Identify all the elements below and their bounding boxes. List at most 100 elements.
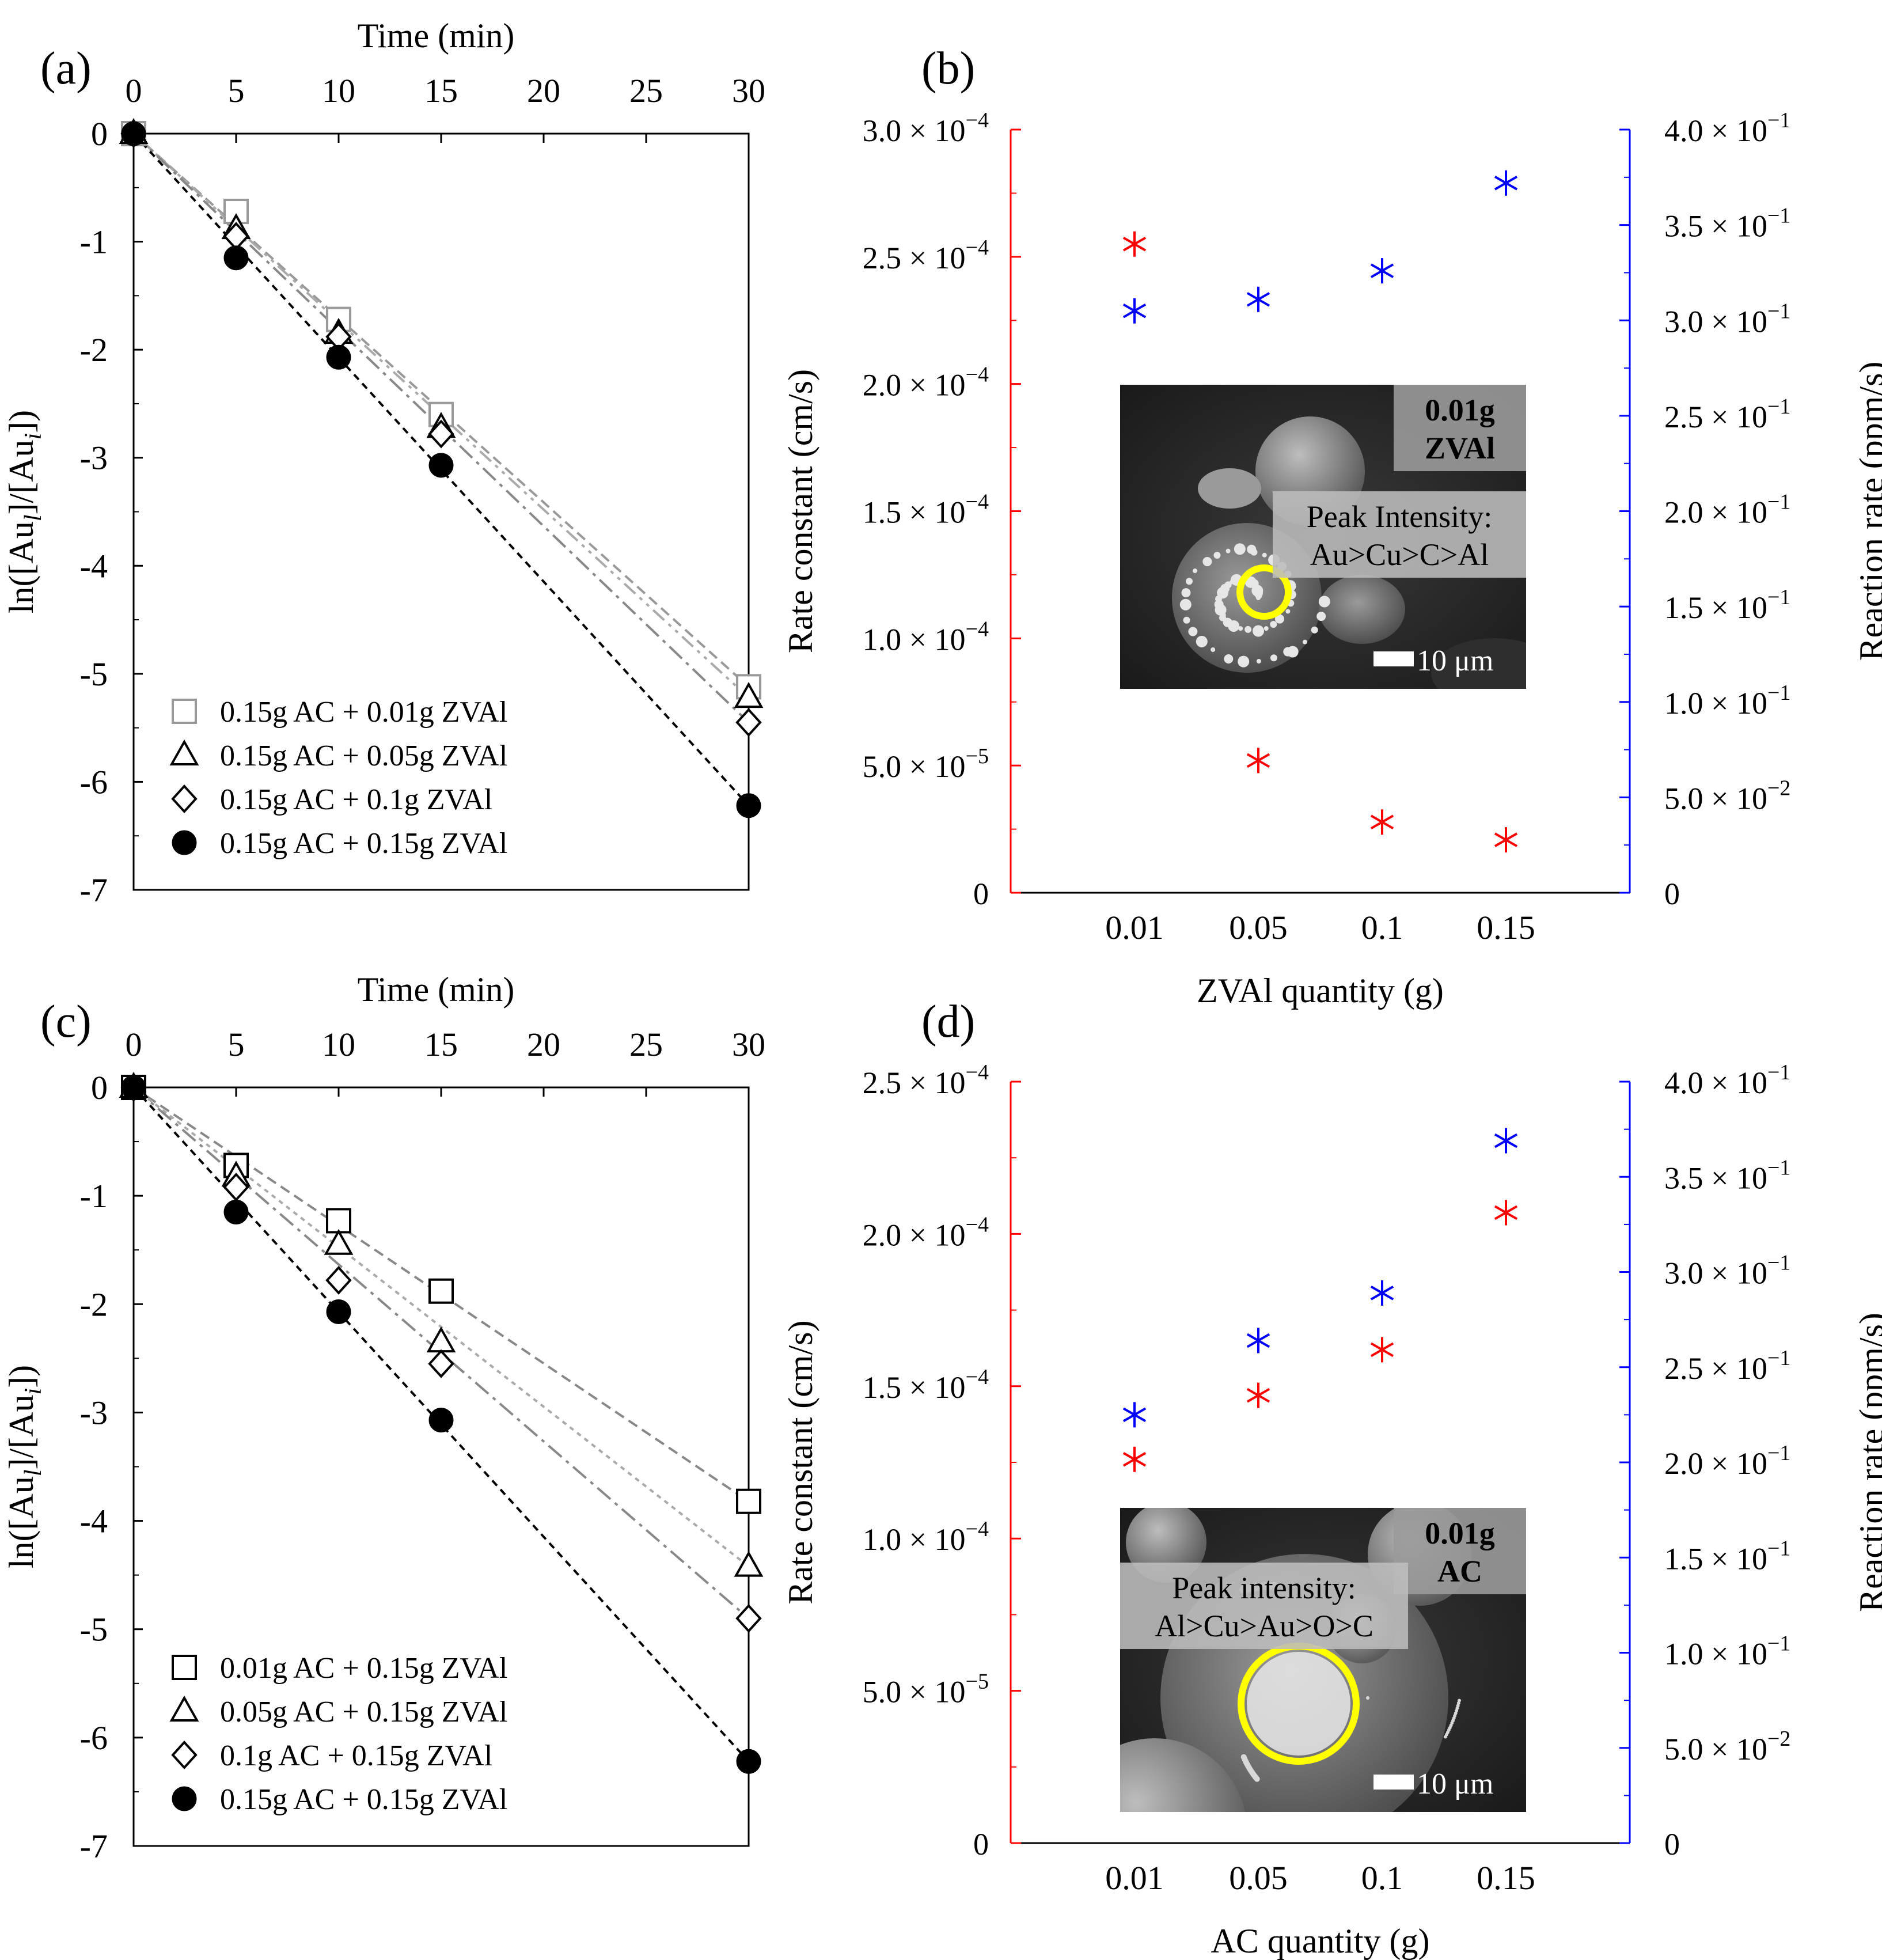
speck bbox=[1443, 1735, 1447, 1739]
tick-exponent: −4 bbox=[966, 108, 989, 132]
tick-exponent: −1 bbox=[1767, 490, 1790, 514]
tick-exponent: −1 bbox=[1767, 108, 1790, 132]
y-tick-label: -7 bbox=[80, 1828, 108, 1865]
y-tick-label: 1.5 × 10−4 bbox=[863, 1365, 989, 1405]
tick-exponent: −1 bbox=[1767, 1155, 1790, 1180]
y2-tick-label: 5.0 × 10−2 bbox=[1664, 776, 1790, 816]
speck bbox=[1270, 621, 1277, 628]
speck bbox=[1240, 1754, 1247, 1760]
sem-inset: 0.01g AC Peak intensity: Al>Cu>Au>O>C 10 μm bbox=[1120, 1508, 1526, 1812]
star-stroke bbox=[1494, 1133, 1518, 1148]
sample-label: ZVAl bbox=[1425, 431, 1495, 465]
speck bbox=[1225, 548, 1231, 553]
tick-mantissa: 2.0 × 10 bbox=[1664, 495, 1767, 530]
y-axis-title: ln([Aul]/[Aui]) bbox=[2, 1365, 47, 1568]
star-stroke bbox=[1246, 1387, 1270, 1403]
speck bbox=[1193, 568, 1198, 574]
y-title-sub: i bbox=[20, 433, 47, 440]
x-tick-label: 10 bbox=[322, 1026, 355, 1063]
speck bbox=[1228, 620, 1240, 632]
data-point bbox=[428, 453, 454, 478]
y2-axis-title: Reaction rate (ppm/s) bbox=[1853, 362, 1882, 661]
data-point bbox=[428, 419, 454, 449]
tick-exponent: −4 bbox=[966, 1517, 989, 1541]
legend-label: 0.01g AC + 0.15g ZVAl bbox=[220, 1652, 507, 1685]
tick-exponent: −4 bbox=[966, 1060, 989, 1085]
y-tick-label: -4 bbox=[80, 1503, 108, 1540]
tick-mantissa: 1.5 × 10 bbox=[1664, 590, 1767, 625]
tick-exponent: −1 bbox=[1767, 1441, 1790, 1465]
y2-tick-label: 3.0 × 10−1 bbox=[1664, 299, 1790, 339]
tick-exponent: −1 bbox=[1767, 1536, 1790, 1560]
legend-marker bbox=[172, 699, 197, 724]
tick-exponent: −4 bbox=[966, 1212, 989, 1237]
y2-tick-label: 3.5 × 10−1 bbox=[1664, 204, 1790, 244]
tick-exponent: −2 bbox=[1767, 1727, 1790, 1751]
data-point bbox=[736, 1488, 761, 1514]
rate-constant-point bbox=[1370, 809, 1394, 835]
peak-intensity-value: Au>Cu>C>Al bbox=[1310, 537, 1489, 572]
x-tick-label: 5 bbox=[228, 72, 245, 109]
tick-exponent: −1 bbox=[1767, 681, 1790, 705]
tick-mantissa: 5.0 × 10 bbox=[1664, 781, 1767, 816]
data-point bbox=[324, 1229, 354, 1255]
x-tick-label: 25 bbox=[629, 1026, 663, 1063]
particle bbox=[1120, 1738, 1245, 1812]
speck bbox=[1253, 586, 1258, 591]
y-title-part: ]) bbox=[2, 1365, 40, 1388]
speck bbox=[1213, 552, 1221, 559]
tick-mantissa: 3.5 × 10 bbox=[1664, 209, 1767, 244]
speck bbox=[1302, 639, 1307, 645]
tick-exponent: −1 bbox=[1767, 1251, 1790, 1275]
tick-mantissa: 2.5 × 10 bbox=[1664, 400, 1767, 434]
y-tick-label: 5.0 × 10−5 bbox=[863, 744, 989, 784]
y2-tick-label: 4.0 × 10−1 bbox=[1664, 1060, 1790, 1100]
legend-label: 0.1g AC + 0.15g ZVAl bbox=[220, 1739, 492, 1772]
x-tick-label: 30 bbox=[732, 1026, 765, 1063]
y-title-part: ln([Au bbox=[2, 1476, 40, 1568]
tick-exponent: −5 bbox=[966, 744, 989, 768]
speck bbox=[1181, 588, 1191, 598]
y2-tick-label: 2.5 × 10−1 bbox=[1664, 395, 1790, 434]
y2-tick-label: 1.5 × 10−1 bbox=[1664, 585, 1790, 625]
speck bbox=[1251, 585, 1263, 597]
data-point bbox=[428, 1349, 454, 1378]
star-stroke bbox=[1122, 237, 1147, 252]
speck bbox=[1262, 552, 1267, 558]
speck bbox=[1250, 548, 1258, 556]
particle bbox=[1319, 575, 1405, 644]
reaction-rate-point bbox=[1246, 1328, 1270, 1354]
y-title-sub: l bbox=[20, 1469, 47, 1476]
data-point bbox=[734, 682, 764, 708]
rate-constant-point bbox=[1494, 1200, 1518, 1226]
data-point bbox=[736, 1749, 761, 1774]
tick-mantissa: 3.0 × 10 bbox=[1664, 1256, 1767, 1291]
star-stroke bbox=[1370, 263, 1394, 278]
data-point bbox=[223, 1199, 249, 1224]
tick-exponent: −1 bbox=[1767, 1632, 1790, 1656]
x-tick-label: 0.01 bbox=[1105, 909, 1164, 946]
tick-mantissa: 5.0 × 10 bbox=[863, 749, 966, 784]
peak-intensity-value: Al>Cu>Au>O>C bbox=[1155, 1609, 1373, 1643]
scale-bar-label: 10 μm bbox=[1417, 645, 1493, 677]
speck bbox=[1196, 635, 1208, 647]
particle bbox=[1431, 638, 1526, 689]
y-tick-label: 0 bbox=[91, 115, 108, 153]
y2-tick-label: 2.0 × 10−1 bbox=[1664, 1441, 1790, 1481]
y2-tick-label: 3.5 × 10−1 bbox=[1664, 1155, 1790, 1195]
x-tick-label: 0 bbox=[126, 72, 142, 109]
legend-marker bbox=[169, 739, 199, 765]
x-axis-title: Time (min) bbox=[358, 17, 515, 55]
y-tick-label: 2.5 × 10−4 bbox=[863, 236, 989, 275]
tick-exponent: −4 bbox=[966, 617, 989, 641]
speck bbox=[1316, 612, 1326, 621]
sample-label: AC bbox=[1437, 1554, 1482, 1589]
tick-mantissa: 2.0 × 10 bbox=[863, 368, 966, 403]
speck bbox=[1270, 654, 1277, 662]
star-stroke bbox=[1122, 1407, 1147, 1423]
x-tick-label: 25 bbox=[629, 72, 663, 109]
tick-mantissa: 1.5 × 10 bbox=[863, 495, 966, 530]
rate-constant-point bbox=[1370, 1337, 1394, 1363]
y-axis-title: Rate constant (cm/s) bbox=[781, 369, 819, 653]
